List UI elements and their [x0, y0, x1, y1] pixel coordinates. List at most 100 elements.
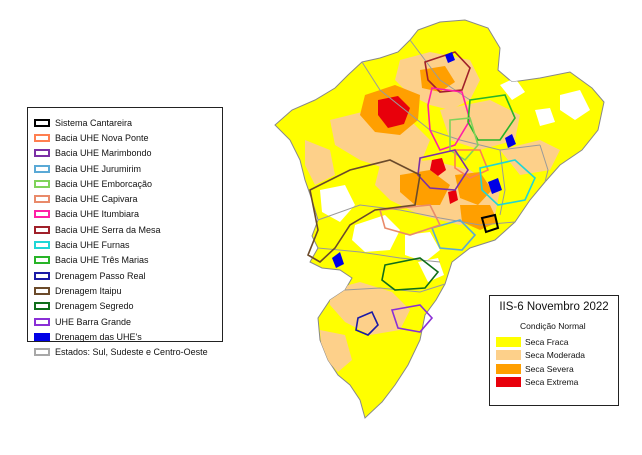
legend-label: Drenagem Itaipu: [55, 285, 122, 296]
legend-swatch: [34, 256, 50, 265]
drought-legend-item: Seca Fraca: [496, 335, 618, 349]
legend-label: Drenagem Passo Real: [55, 270, 146, 281]
legend-label: Bacia UHE Itumbiara: [55, 209, 140, 220]
legend-swatch: [34, 149, 50, 158]
uhe-drainage-patch: [488, 178, 502, 194]
legend-title: IIS-6 Novembro 2022: [499, 301, 609, 313]
legend-label: Estados: Sul, Sudeste e Centro-Oeste: [55, 347, 208, 358]
uhe-drainage-patch: [445, 52, 455, 63]
condicao-normal-area: [535, 108, 555, 126]
legend-swatch: [34, 317, 50, 326]
legend-swatch: [34, 241, 50, 250]
legend-swatch: [496, 350, 521, 361]
basin-legend-item: Bacia UHE Emborcação: [34, 176, 222, 191]
drainage-segredo: [381, 257, 440, 291]
legend-label: Seca Severa: [525, 363, 574, 374]
legend-label: Bacia UHE Três Marias: [55, 255, 149, 266]
basin-legend: Sistema Cantareira Bacia UHE Nova Ponte Ba…: [27, 107, 223, 357]
condicao-normal-area: [405, 232, 440, 262]
legend-swatch: [34, 133, 50, 142]
condicao-normal-area: [320, 185, 355, 222]
seca-severa-area: [460, 205, 498, 230]
legend-label: Bacia UHE Nova Ponte: [55, 132, 149, 143]
basin-legend-item: Drenagem Passo Real: [34, 268, 222, 283]
basin-legend-item: Bacia UHE Serra da Mesa: [34, 222, 222, 237]
legend-swatch: [34, 225, 50, 234]
condicao-normal-area: [418, 258, 444, 282]
drought-legend: IIS-6 Novembro 2022 Condição Normal Seca…: [489, 295, 619, 406]
drought-legend-item: Seca Extrema: [496, 376, 618, 390]
legend-swatch: [34, 179, 50, 188]
basin-capivara: [378, 204, 442, 236]
legend-label: Bacia UHE Serra da Mesa: [55, 224, 161, 235]
legend-swatch: [34, 118, 50, 127]
legend-label: Drenagem Segredo: [55, 301, 134, 312]
legend-label: Bacia UHE Capivara: [55, 194, 138, 205]
seca-extrema-area: [378, 96, 410, 128]
seca-extrema-area: [430, 158, 446, 176]
basin-legend-item: Bacia UHE Jurumirim: [34, 161, 222, 176]
legend-label: Bacia UHE Jurumirim: [55, 163, 142, 174]
legend-label: Seca Fraca: [525, 336, 569, 347]
condicao-normal-area: [352, 215, 400, 252]
legend-swatch: [34, 195, 50, 204]
legend-swatch: [34, 286, 50, 295]
drought-legend-item: Seca Moderada: [496, 349, 618, 363]
seca-severa-area: [420, 66, 455, 92]
uhe-drainages: [332, 52, 516, 268]
basin-legend-item: UHE Barra Grande: [34, 314, 222, 329]
basin-legend-item: Drenagem Itaipu: [34, 283, 222, 298]
legend-label: Seca Extrema: [525, 377, 579, 388]
legend-swatch: [34, 271, 50, 280]
basin-legend-item: Bacia UHE Itumbiara: [34, 207, 222, 222]
legend-subtitle: Condição Normal: [520, 321, 586, 331]
legend-swatch: [34, 332, 50, 341]
uhe-drainage-patch: [332, 252, 344, 268]
legend-swatch: [34, 348, 50, 357]
seca-moderada-area: [305, 140, 335, 185]
legend-swatch: [34, 210, 50, 219]
basin-legend-item: Bacia UHE Capivara: [34, 191, 222, 206]
sistema-cantareira: [480, 213, 500, 234]
basin-serra-da-mesa: [424, 51, 471, 93]
basin-legend-item: Bacia UHE Três Marias: [34, 253, 222, 268]
seca-severa-area: [400, 170, 450, 205]
basin-legend-item: Drenagem das UHE's: [34, 329, 222, 344]
basin-legend-item: Drenagem Segredo: [34, 299, 222, 314]
legend-label: Bacia UHE Emborcação: [55, 178, 153, 189]
basin-marimbondo: [417, 149, 469, 191]
drainage-passo-real: [355, 310, 379, 336]
seca-severa-area: [455, 172, 492, 205]
legend-swatch: [34, 164, 50, 173]
legend-label: Bacia UHE Marimbondo: [55, 148, 152, 159]
legend-label: Sistema Cantareira: [55, 117, 133, 128]
uhe-drainage-patch: [505, 134, 516, 148]
uhe-barra-grande: [390, 304, 434, 333]
condicao-normal-area: [500, 78, 525, 100]
legend-label: Seca Moderada: [525, 350, 586, 361]
legend-label: Drenagem das UHE's: [55, 331, 142, 342]
seca-moderada-area: [320, 330, 352, 372]
drought-legend-item: Seca Severa: [496, 362, 618, 376]
legend-swatch: [496, 336, 521, 347]
basin-legend-item: Bacia UHE Nova Ponte: [34, 130, 222, 145]
basin-legend-item: Estados: Sul, Sudeste e Centro-Oeste: [34, 344, 222, 359]
basin-jurumirim: [430, 219, 477, 251]
basin-furnas: [479, 159, 536, 206]
legend-swatch: [34, 302, 50, 311]
basin-nova-ponte: [454, 149, 490, 179]
basin-tres-marias: [467, 94, 516, 141]
basin-legend-item: Bacia UHE Furnas: [34, 237, 222, 252]
basin-legend-item: Bacia UHE Marimbondo: [34, 146, 222, 161]
basin-emborcacao: [449, 117, 479, 162]
legend-label: UHE Barra Grande: [55, 316, 132, 327]
legend-swatch: [496, 377, 521, 388]
legend-label: Bacia UHE Furnas: [55, 240, 130, 251]
basin-legend-item: Sistema Cantareira: [34, 115, 222, 130]
basin-itumbiara: [427, 87, 471, 151]
legend-swatch: [496, 363, 521, 374]
seca-moderada-area: [330, 282, 410, 335]
drainage-itaipu: [307, 159, 421, 263]
condicao-normal-area: [560, 90, 590, 120]
